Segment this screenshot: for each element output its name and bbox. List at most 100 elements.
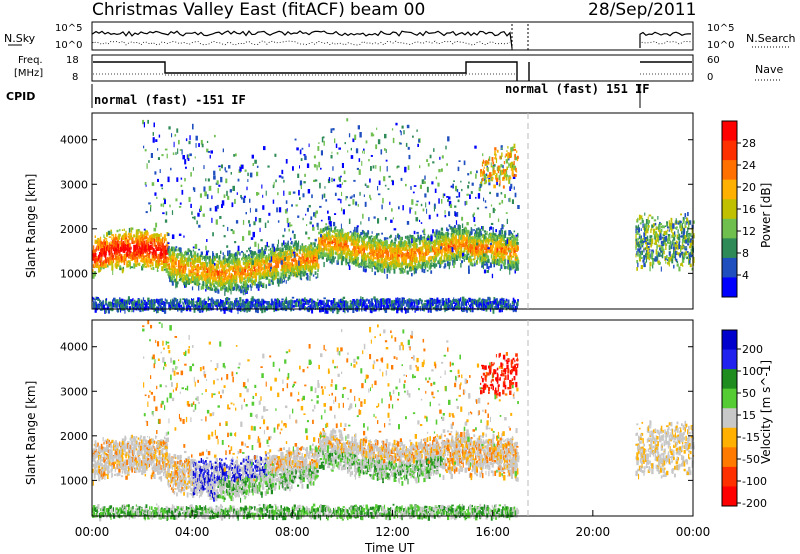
power-cell: [106, 232, 108, 237]
power-cell: [290, 270, 292, 276]
power-cell: [472, 250, 474, 256]
power-cell: [130, 257, 134, 261]
power-cell: [471, 263, 474, 267]
power-cell: [225, 170, 228, 173]
power-cell: [269, 247, 272, 251]
power-cell: [216, 262, 218, 267]
power-cell: [313, 258, 315, 262]
power-cell: [236, 261, 238, 266]
power-cell: [363, 148, 365, 151]
power-cell: [210, 273, 212, 280]
power-cell: [301, 245, 304, 248]
power-cell: [374, 242, 376, 247]
power-cell: [256, 171, 259, 177]
power-cell: [256, 260, 259, 266]
power-cell: [249, 223, 251, 227]
power-cell: [294, 266, 297, 271]
power-cell: [328, 177, 331, 181]
power-cell: [170, 167, 172, 171]
power-cell: [157, 148, 159, 151]
power-cell: [489, 249, 491, 253]
power-cell: [486, 231, 488, 236]
power-cell: [223, 254, 225, 259]
power-cell: [124, 238, 126, 244]
power-cell: [344, 235, 347, 238]
power-cell: [323, 245, 325, 250]
power-cell: [184, 258, 187, 262]
power-cell: [138, 262, 141, 267]
power-cell: [337, 255, 340, 261]
power-cell: [275, 251, 277, 254]
power-cell: [404, 166, 407, 173]
power-cell: [145, 232, 147, 236]
power-cell: [199, 254, 202, 257]
power-cell: [468, 255, 472, 261]
power-cell: [181, 273, 184, 277]
power-cell: [210, 267, 212, 273]
power-cell: [227, 287, 230, 293]
power-cell: [114, 251, 116, 255]
power-cell: [422, 262, 425, 267]
power-cell: [191, 255, 193, 259]
power-cell: [216, 260, 219, 263]
power-cell: [367, 230, 370, 235]
power-cell: [305, 273, 309, 276]
power-cell: [305, 253, 309, 259]
power-cell: [198, 281, 200, 287]
power-cell: [166, 241, 168, 246]
power-cell: [265, 190, 267, 196]
power-cell: [275, 267, 278, 272]
power-cell: [151, 242, 153, 247]
power-cell: [473, 251, 475, 255]
power-cell: [469, 231, 471, 236]
power-cell: [291, 270, 293, 276]
freq-tick-top: 18: [66, 55, 79, 66]
power-cell: [175, 246, 177, 251]
power-cell: [273, 250, 275, 256]
power-cell: [416, 248, 418, 252]
power-cell: [351, 232, 354, 235]
power-cell: [229, 275, 232, 280]
power-cell: [354, 134, 357, 140]
power-cell: [370, 166, 372, 171]
power-cell: [245, 260, 248, 265]
power-cell: [116, 241, 119, 244]
power-cell: [147, 264, 150, 268]
power-cell: [299, 266, 302, 271]
power-cell: [356, 225, 359, 228]
power-cell: [422, 245, 424, 251]
power-cell: [418, 236, 420, 239]
power-cell: [354, 238, 358, 243]
power-cell: [154, 192, 157, 196]
power-cell: [130, 227, 133, 233]
power-cell: [315, 263, 318, 267]
power-cell: [256, 192, 260, 195]
power-cell: [173, 253, 176, 257]
power-cell: [473, 248, 476, 254]
power-cell: [144, 235, 147, 240]
power-cell: [317, 268, 319, 273]
power-cell: [374, 240, 376, 243]
power-cell: [140, 247, 142, 250]
power-cell: [317, 273, 319, 278]
power-cell: [441, 251, 443, 257]
power-cell: [494, 247, 497, 253]
power-cell: [378, 267, 381, 270]
power-cell: [378, 244, 381, 250]
power-cell: [251, 279, 254, 286]
power-cell: [143, 261, 145, 265]
power-cell: [106, 245, 109, 247]
power-cell: [184, 264, 187, 269]
power-cell: [293, 234, 296, 239]
power-cell: [475, 233, 476, 237]
power-cell: [170, 276, 172, 282]
power-cell: [238, 265, 240, 269]
power-cell: [158, 246, 161, 251]
power-cell: [273, 181, 275, 187]
power-cell: [288, 269, 290, 275]
power-cell: [393, 257, 395, 262]
power-cell: [223, 278, 226, 284]
power-cell: [143, 228, 146, 231]
power-cell: [263, 268, 267, 274]
power-cell: [330, 258, 333, 263]
